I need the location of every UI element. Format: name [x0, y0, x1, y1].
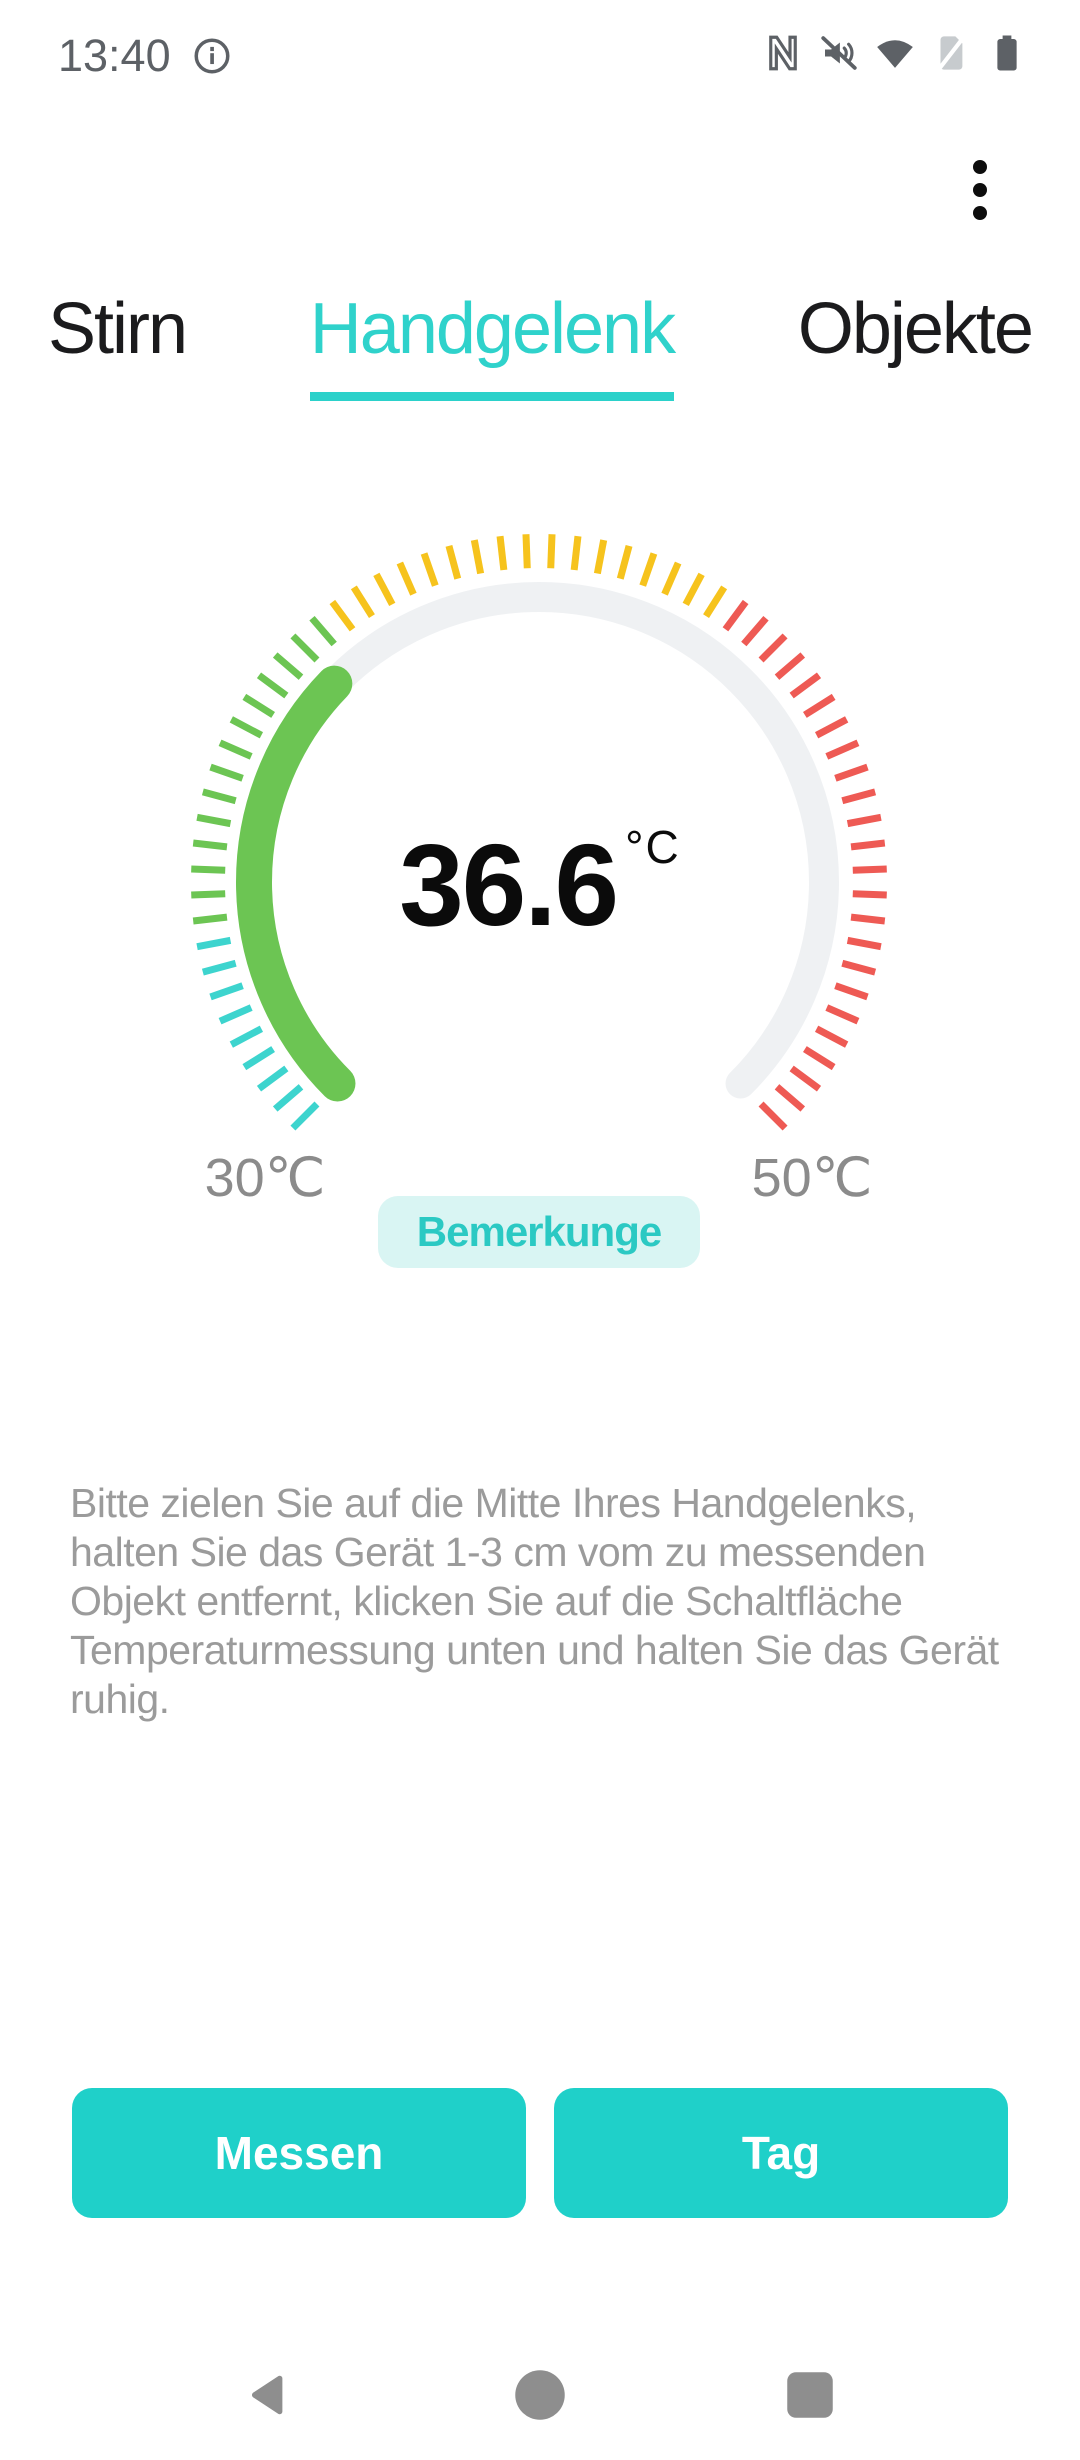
no-sim-icon — [936, 34, 967, 72]
temperature-value: 36.6 — [399, 820, 619, 950]
nfc-icon — [769, 35, 797, 71]
gauge-max-label: 50℃ — [751, 1148, 873, 1208]
measure-button[interactable]: Messen — [72, 2088, 526, 2218]
notes-button-label: Bemerkunge — [416, 1208, 662, 1255]
battery-icon — [997, 35, 1017, 71]
info-icon — [194, 38, 230, 74]
temperature-unit: °C — [625, 821, 681, 873]
tab-objekte[interactable]: Objekte — [797, 289, 1034, 369]
android-nav-bar — [0, 2330, 1080, 2460]
sound-muted-icon — [821, 36, 857, 70]
tab-handgelenk[interactable]: Handgelenk — [309, 288, 676, 401]
clock-time: 13:40 — [58, 30, 171, 81]
measure-mode-tabs: Stirn Handgelenk Objekte — [0, 288, 1080, 401]
back-icon[interactable] — [240, 2365, 300, 2425]
temperature-gauge — [0, 500, 1080, 1200]
home-icon[interactable] — [510, 2365, 570, 2425]
instruction-text: Bitte zielen Sie auf die Mitte Ihres Han… — [70, 1480, 999, 1722]
tab-stirn[interactable]: Stirn — [48, 289, 188, 369]
temperature-readout: 36.6 °C — [0, 818, 1080, 952]
tag-button[interactable]: Tag — [554, 2088, 1008, 2218]
recents-icon[interactable] — [780, 2365, 840, 2425]
notes-button[interactable]: Bemerkunge — [378, 1196, 700, 1268]
wifi-icon — [877, 40, 913, 68]
kebab-menu-icon[interactable] — [952, 150, 1008, 230]
gauge-min-label: 30℃ — [204, 1148, 326, 1208]
status-bar: 13:40 — [0, 0, 1080, 100]
